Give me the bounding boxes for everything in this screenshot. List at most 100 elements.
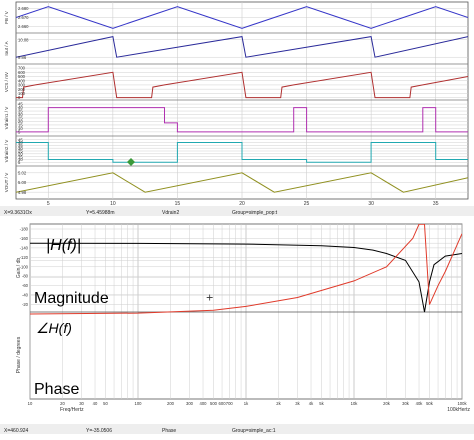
x-tick-label: 25 [304,201,310,207]
phase-formula: ∠H(f) [36,320,72,336]
trace-1 [16,36,468,58]
transient-axis-labels: 2.680 2.670 2.660 FB / V 10.08 9.86 Iout / A 70… [4,6,29,195]
y-tick-label: 35 [18,143,23,148]
x-tick-label: 40k [416,401,424,406]
x-tick-label: 30 [79,401,84,406]
y-tick-label: 600 [18,70,26,75]
bode-status-bar: X=460.924 Y=-35.0506 Phase Group=simple_… [0,424,474,434]
status-bar-bg [0,424,474,434]
y-tick-label: 45 [18,102,23,107]
x-tick-label: 20 [239,201,245,207]
bode-chart: 10 20 30 40 50 100 200 300 400 500 600 700 1k 2k 3k 4k 5… [16,223,470,413]
y-tick-label: 40 [18,105,23,110]
y-tick-label: -40 [22,293,29,298]
y-tick-label: 4.98 [18,190,27,195]
transient-chart: 2.680 2.670 2.660 FB / V 10.08 9.86 Iout / A 70… [4,1,469,207]
cursor-marker[interactable] [127,158,135,166]
x-tick-label: 400 [200,401,208,406]
y-tick-label: 100 [18,91,26,96]
y-tick-label: 0 [18,95,21,100]
x-tick-label: 2k [276,401,281,406]
x-tick-label: 50 [103,401,108,406]
gain-axis-label: Gain / db [16,258,22,279]
x-tick-label: 3k [295,401,300,406]
y-tick-label: 2.680 [18,6,29,11]
panel-axis-label: Vdrain2 / V [4,139,9,163]
y-tick-label: 45 [18,137,23,142]
y-tick-label: -120 [20,255,29,260]
phase-trace [30,224,462,315]
x-tick-label: 10 [28,401,33,406]
bode-traces [30,224,462,315]
y-tick-label: 2.660 [18,24,29,29]
x-tick-label: 10k [351,401,359,406]
phase-caption: Phase [34,381,79,398]
y-tick-label: 400 [18,78,26,83]
y-tick-label: -20 [22,302,29,307]
x-tick-label: 5k [319,401,324,406]
transient-x-ticks: 5 10 15 20 25 30 35 [47,201,439,207]
y-tick-label: 10.08 [18,37,29,42]
y-tick-label: -100 [20,264,29,269]
y-tick-label: 15 [18,123,23,128]
x-tick-label: 600 [219,401,227,406]
cursor-x-readout: X=9.3631Ox [4,210,32,216]
y-tick-label: 40 [18,140,23,145]
y-tick-label: 35 [18,109,23,114]
panel-axis-label: FB / V [4,10,9,24]
x-tick-label: 30k [402,401,410,406]
trace-4 [16,142,468,163]
magnitude-formula: |H(f)| [46,237,81,254]
cursor-y-readout: Y=5.45988m [86,210,115,216]
x-tick-label: 35 [433,201,439,207]
x-tick-label: 500 [210,401,218,406]
x-tick-label: 100 [135,401,143,406]
y-tick-label: 20 [18,151,23,156]
panel-axis-label: VOUT / V [4,172,9,193]
y-tick-label: 25 [18,149,23,154]
panel-axis-label: Iout / A [4,40,9,55]
x-tick-label: 20k [383,401,391,406]
y-tick-label: 9.86 [18,55,27,60]
cursor-group-readout: Group=simple_pop:t [232,210,278,216]
x-tick-label: 40 [93,401,98,406]
cursor-crosshair[interactable] [206,294,213,301]
y-tick-label: 10 [18,126,23,131]
bode-x-axis-label: Freq/Hertz [60,407,84,413]
transient-status-bar: X=9.3631Ox Y=5.45988m Vdrain2 Group=simp… [0,206,474,216]
y-tick-label: 25 [18,116,23,121]
y-tick-label: 30 [18,112,23,117]
x-tick-label: 100k [457,401,467,406]
y-tick-label: -80 [22,274,29,279]
y-tick-label: 300 [18,83,26,88]
cursor-y-readout: Y=-35.0506 [86,428,112,434]
bode-x-unit: 100kHertz [447,407,470,413]
bode-grid [29,224,463,399]
magnitude-caption: Magnitude [34,290,109,307]
cursor-x-readout: X=460.924 [4,428,29,434]
cursor-series-readout: Phase [162,428,176,434]
x-tick-label: 4k [309,401,314,406]
x-tick-label: 200 [167,401,175,406]
y-tick-label: 15 [18,154,23,159]
x-tick-label: 1k [244,401,249,406]
trace-5 [16,172,468,193]
y-tick-label: 5 [18,130,21,135]
x-tick-label: 50k [426,401,434,406]
bode-ticks: 10 20 30 40 50 100 200 300 400 500 600 700 1k 2k 3k 4k 5… [20,227,468,407]
cursor-series-readout: Vdrain2 [162,210,179,216]
trace-0 [16,6,468,29]
x-tick-label: 20 [60,401,65,406]
y-tick-label: 5.02 [18,170,27,175]
panel-axis-label: VCS / mV [4,71,9,92]
y-tick-label: -180 [20,227,29,232]
y-tick-label: -140 [20,245,29,250]
y-tick-label: 5.00 [18,180,27,185]
y-tick-label: 10 [18,157,23,162]
y-tick-label: -60 [22,283,29,288]
y-tick-label: 500 [18,74,26,79]
y-tick-label: 700 [18,66,26,71]
trace-2 [16,71,468,99]
